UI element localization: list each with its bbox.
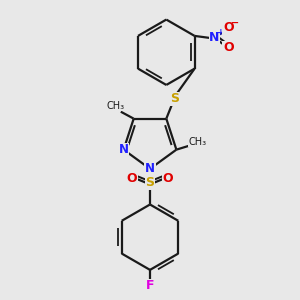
Text: +: + <box>217 28 224 38</box>
Text: N: N <box>118 143 129 156</box>
Text: O: O <box>163 172 173 185</box>
Text: F: F <box>146 279 154 292</box>
Text: S: S <box>170 92 179 105</box>
Text: N: N <box>209 32 220 44</box>
Text: CH₃: CH₃ <box>188 137 206 147</box>
Text: CH₃: CH₃ <box>107 101 125 111</box>
Text: O: O <box>223 41 234 54</box>
Text: O: O <box>127 172 137 185</box>
Text: −: − <box>231 18 239 28</box>
Text: N: N <box>145 162 155 175</box>
Text: O: O <box>223 22 234 34</box>
Text: S: S <box>146 176 154 189</box>
